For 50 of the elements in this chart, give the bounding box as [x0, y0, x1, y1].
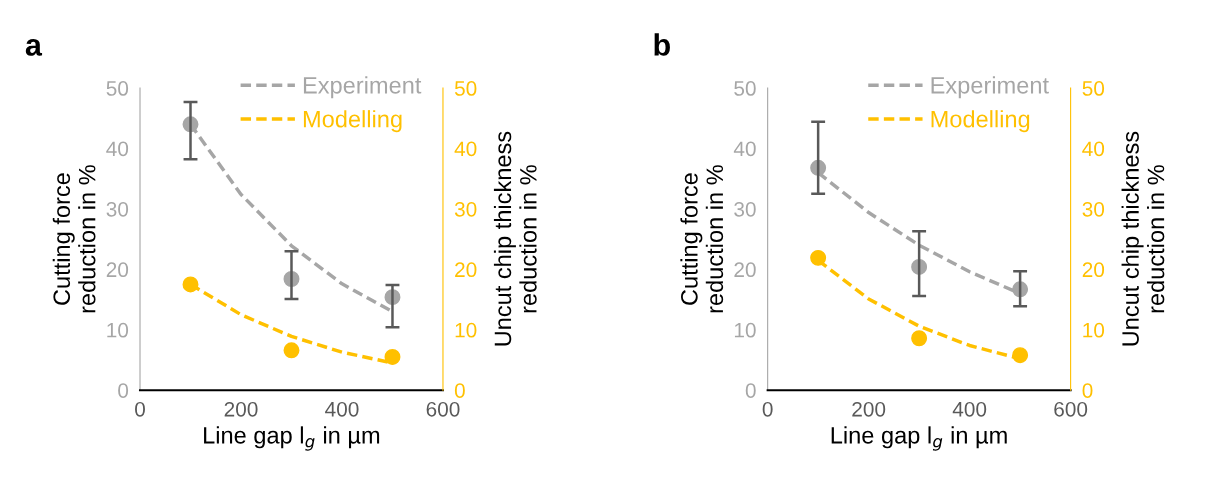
x-tick-label: 400 [952, 401, 987, 417]
y-tick-label: 10 [107, 322, 129, 338]
y2-tick-label: 30 [1082, 201, 1105, 217]
legend-label: Modelling [931, 110, 1030, 133]
y-tick-label: 30 [734, 201, 756, 217]
y-tick-label: 50 [106, 81, 129, 96]
legend-label: Experiment [303, 76, 422, 99]
y2-tick-label: 20 [455, 262, 477, 278]
chart-title: a [25, 39, 43, 56]
y2-tick-label: 10 [1083, 322, 1105, 338]
y-axis-title: Cutting force reduction in % [680, 165, 724, 313]
x-axis-title: Line gap l$_{g}$ in µm [204, 426, 380, 451]
legend-label: Experiment [931, 76, 1049, 99]
point [911, 330, 928, 347]
y-tick-label: 10 [734, 322, 756, 338]
point [384, 349, 401, 365]
y-tick-label: 40 [733, 141, 756, 157]
x-tick-label: 0 [762, 401, 773, 417]
x-tick-label: 200 [224, 401, 258, 417]
y2-tick-label: 50 [1082, 81, 1105, 96]
y2-tick-label: 20 [1082, 262, 1105, 278]
y-tick-label: 30 [106, 201, 129, 217]
x-axis-title: Line gap l$_{g}$ in µm [831, 426, 1007, 451]
y2-tick-label: 10 [455, 322, 477, 338]
point [1012, 347, 1029, 364]
chart-title: b [654, 33, 670, 56]
x-tick-label: 600 [1054, 401, 1088, 417]
y-tick-label: 0 [118, 383, 129, 398]
y2-tick-label: 30 [454, 201, 477, 217]
y-tick-label: 20 [106, 262, 129, 278]
y2-tick-label: 0 [1082, 383, 1093, 398]
y-axis-title: Cutting force reduction in % [52, 165, 96, 313]
x-tick-label: 600 [426, 401, 460, 417]
x-tick-label: 200 [852, 401, 886, 417]
legend-label: Modelling [303, 110, 402, 133]
y-tick-label: 0 [745, 383, 756, 398]
x-tick-label: 0 [135, 401, 145, 417]
y2-tick-label: 40 [454, 141, 477, 157]
point [182, 276, 199, 293]
y2-axis-title: Uncut chip thickness reduction in % [1121, 131, 1165, 346]
y2-axis-title: Uncut chip thickness reduction in % [493, 131, 537, 346]
y-tick-label: 40 [106, 141, 129, 157]
point [810, 249, 827, 266]
x-tick-label: 400 [325, 401, 359, 417]
y2-tick-label: 40 [1082, 141, 1105, 157]
y-tick-label: 20 [734, 262, 756, 278]
y-tick-label: 50 [734, 81, 756, 96]
point [283, 342, 300, 359]
y2-tick-label: 50 [454, 81, 477, 96]
y2-tick-label: 0 [454, 383, 465, 398]
